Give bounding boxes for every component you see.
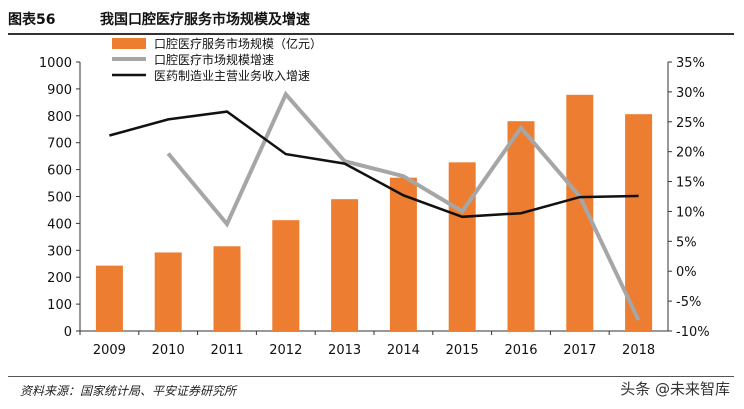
y-right-tick-label: 30% (676, 86, 705, 101)
legend-swatch-bar (112, 38, 146, 49)
chart-area: 0 100 200 300 400 500 600 700 800 900 1000 -10% -5% 0… (39, 36, 710, 358)
bar-2011 (213, 246, 241, 331)
bar-2012 (272, 220, 300, 331)
y-left-tick-label: 400 (47, 217, 72, 232)
bar-2013 (331, 199, 359, 331)
legend-label-pharma-growth: 医药制造业主营业务收入增速 (154, 68, 310, 83)
x-tick-label: 2009 (93, 343, 126, 358)
y-right-tick-label: -5% (676, 295, 701, 310)
chart-title: 我国口腔医疗服务市场规模及增速 (100, 12, 310, 28)
bar-2009 (95, 265, 123, 331)
bar-2014 (389, 177, 417, 331)
figure-header: 图表56 我国口腔医疗服务市场规模及增速 (8, 6, 734, 35)
x-tick-label: 2011 (210, 343, 243, 358)
bar-2016 (507, 121, 535, 332)
y-left-tick-label: 200 (47, 271, 72, 286)
bar-2015 (448, 162, 476, 331)
y-right-tick-label: 25% (676, 116, 705, 131)
x-tick-label: 2016 (504, 343, 537, 358)
y-right-tick-label: 15% (676, 176, 705, 191)
bar-2010 (154, 252, 182, 331)
y-left-tick-label: 500 (47, 191, 72, 206)
y-right-tick-label: 20% (676, 146, 705, 161)
y-left-tick-label: 300 (47, 244, 72, 259)
x-tick-label: 2013 (328, 343, 361, 358)
y-right-tick-label: -10% (676, 325, 710, 340)
y-right-tick-label: 10% (676, 205, 705, 220)
watermark: 头条 @未来智库 (620, 380, 730, 398)
y-left-tick-label: 1000 (39, 56, 72, 71)
y-left-tick-label: 100 (47, 298, 72, 313)
header-divider (8, 33, 734, 35)
x-tick-label: 2018 (622, 343, 655, 358)
x-tick-label: 2010 (152, 343, 185, 358)
y-right-tick-label: 35% (676, 56, 705, 71)
legend-label-dental-growth: 口腔医疗市场规模增速 (154, 52, 274, 67)
y-left-tick-label: 0 (64, 325, 72, 340)
bar-2018 (625, 114, 653, 331)
y-right-tick-label: 5% (676, 235, 697, 250)
y-left-tick-label: 900 (47, 83, 72, 98)
footer-divider (8, 376, 734, 377)
line-pharma-growth (109, 110, 639, 219)
y-right-tick-label: 0% (676, 265, 697, 280)
source-note: 资料来源：国家统计局、平安证券研究所 (20, 384, 237, 398)
legend-label-bar: 口腔医疗服务市场规模（亿元） (154, 36, 322, 51)
y-left-tick-label: 600 (47, 164, 72, 179)
x-tick-label: 2014 (387, 343, 420, 358)
x-tick-label: 2015 (446, 343, 479, 358)
x-tick-label: 2012 (269, 343, 302, 358)
line-dental-growth (166, 90, 641, 322)
y-left-tick-label: 800 (47, 110, 72, 125)
figure-label: 图表56 (8, 12, 56, 28)
y-left-tick-label: 700 (47, 137, 72, 152)
x-tick-label: 2017 (563, 343, 596, 358)
